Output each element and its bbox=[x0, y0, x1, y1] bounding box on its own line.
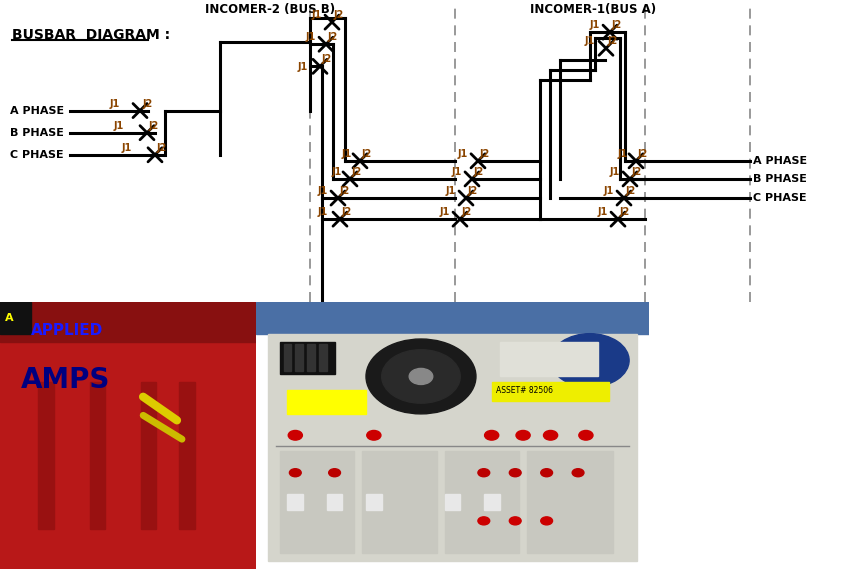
Text: J1: J1 bbox=[452, 167, 462, 177]
Text: J2: J2 bbox=[342, 207, 352, 217]
Bar bbox=[484, 494, 499, 510]
Bar bbox=[287, 390, 366, 414]
Text: J2: J2 bbox=[474, 167, 484, 177]
Text: J1: J1 bbox=[598, 207, 608, 217]
FancyArrowPatch shape bbox=[144, 415, 182, 439]
Text: J2: J2 bbox=[612, 20, 622, 30]
Bar bbox=[319, 344, 327, 371]
Text: J2: J2 bbox=[468, 186, 478, 196]
Text: J2: J2 bbox=[362, 149, 372, 159]
Text: J1: J1 bbox=[122, 143, 132, 153]
Text: J2: J2 bbox=[149, 121, 159, 131]
Bar bbox=[445, 494, 460, 510]
Circle shape bbox=[478, 469, 490, 477]
Circle shape bbox=[329, 469, 341, 477]
Bar bbox=[287, 494, 303, 510]
Text: J2: J2 bbox=[157, 143, 167, 153]
Text: J2: J2 bbox=[626, 186, 637, 196]
Text: J2: J2 bbox=[632, 167, 642, 177]
Circle shape bbox=[509, 469, 521, 477]
Bar bbox=[295, 344, 303, 371]
Text: J1: J1 bbox=[604, 186, 614, 196]
Text: J1: J1 bbox=[298, 63, 308, 72]
Text: J2: J2 bbox=[462, 207, 472, 217]
Bar bbox=[141, 382, 157, 529]
Bar bbox=[0, 302, 31, 333]
Text: A PHASE: A PHASE bbox=[10, 106, 64, 116]
Text: A: A bbox=[5, 312, 14, 323]
Text: C PHASE: C PHASE bbox=[10, 150, 64, 160]
Text: J2: J2 bbox=[620, 207, 631, 217]
Text: J1: J1 bbox=[306, 32, 317, 42]
Text: INCOMER-2 (BUS B): INCOMER-2 (BUS B) bbox=[205, 3, 335, 16]
Circle shape bbox=[290, 469, 301, 477]
Circle shape bbox=[551, 333, 629, 387]
Text: J1: J1 bbox=[610, 167, 620, 177]
Circle shape bbox=[541, 469, 553, 477]
Bar bbox=[179, 382, 195, 529]
Text: J2: J2 bbox=[352, 167, 362, 177]
Circle shape bbox=[367, 431, 381, 440]
Text: J2: J2 bbox=[328, 32, 338, 42]
Circle shape bbox=[381, 350, 460, 403]
Text: ASSET# 82506: ASSET# 82506 bbox=[496, 386, 553, 395]
Text: B PHASE: B PHASE bbox=[10, 127, 64, 138]
Text: J2: J2 bbox=[143, 98, 153, 109]
Bar bbox=[284, 344, 292, 371]
Text: INCOMER-1(BUS A): INCOMER-1(BUS A) bbox=[530, 3, 657, 16]
Text: AMPS: AMPS bbox=[21, 366, 110, 394]
Text: J1: J1 bbox=[114, 121, 125, 131]
Circle shape bbox=[366, 339, 476, 414]
Text: J2: J2 bbox=[334, 10, 344, 20]
Circle shape bbox=[579, 431, 593, 440]
Circle shape bbox=[288, 431, 303, 440]
Circle shape bbox=[484, 431, 499, 440]
Text: J1: J1 bbox=[458, 149, 468, 159]
Circle shape bbox=[478, 517, 490, 525]
Bar bbox=[307, 344, 315, 371]
Text: J1: J1 bbox=[318, 207, 328, 217]
Bar bbox=[366, 494, 381, 510]
Circle shape bbox=[572, 469, 584, 477]
Text: A PHASE: A PHASE bbox=[753, 156, 807, 166]
Circle shape bbox=[509, 517, 521, 525]
Circle shape bbox=[543, 431, 558, 440]
Text: J1: J1 bbox=[110, 98, 120, 109]
Text: BUSBAR  DIAGRAM :: BUSBAR DIAGRAM : bbox=[12, 28, 170, 42]
Text: J2: J2 bbox=[340, 186, 350, 196]
Text: J1: J1 bbox=[318, 186, 328, 196]
Text: J2: J2 bbox=[638, 149, 648, 159]
Circle shape bbox=[516, 431, 530, 440]
Text: J1: J1 bbox=[446, 186, 456, 196]
Text: J1: J1 bbox=[312, 10, 323, 20]
Bar bbox=[38, 382, 54, 529]
Text: J1: J1 bbox=[342, 149, 352, 159]
Circle shape bbox=[409, 369, 432, 385]
Text: J1: J1 bbox=[618, 149, 628, 159]
Text: J2: J2 bbox=[480, 149, 490, 159]
Bar bbox=[491, 382, 610, 401]
Text: J1: J1 bbox=[585, 36, 595, 46]
Text: C PHASE: C PHASE bbox=[753, 193, 807, 203]
Circle shape bbox=[541, 517, 553, 525]
Bar bbox=[327, 494, 343, 510]
Text: J1: J1 bbox=[440, 207, 451, 217]
FancyArrowPatch shape bbox=[143, 397, 177, 420]
Text: J1: J1 bbox=[332, 167, 343, 177]
Text: J2: J2 bbox=[608, 36, 618, 46]
Bar bbox=[90, 382, 105, 529]
Text: B PHASE: B PHASE bbox=[753, 174, 807, 184]
Text: J1: J1 bbox=[590, 20, 600, 30]
Text: J2: J2 bbox=[322, 54, 332, 64]
Text: APPLIED: APPLIED bbox=[31, 323, 103, 338]
Bar bbox=[0, 302, 256, 341]
